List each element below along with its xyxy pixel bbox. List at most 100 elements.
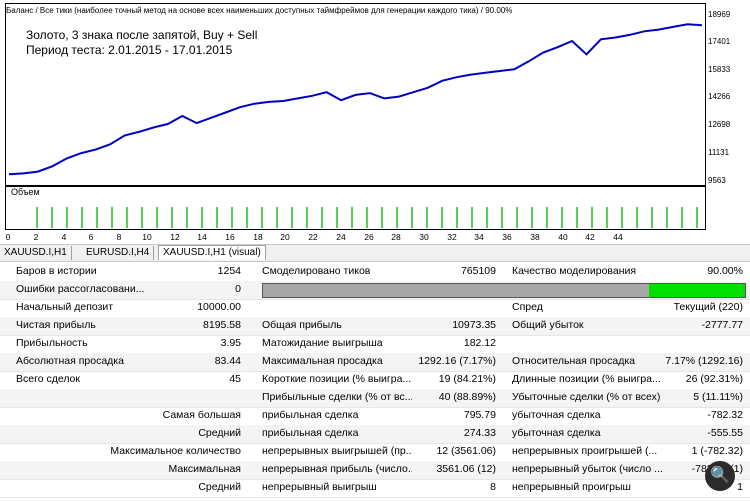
magnifier-icon[interactable]: 🔍 bbox=[705, 461, 735, 491]
x-tick: 32 bbox=[447, 232, 457, 242]
balance-plot bbox=[8, 23, 703, 176]
max-count-label: Максимальное количество bbox=[110, 445, 241, 457]
y-tick: 12698 bbox=[708, 120, 731, 129]
balance-chart: Баланс / Все тики (наиболее точный метод… bbox=[5, 3, 706, 186]
max-consec-wins-value: 12 (3561.06) bbox=[436, 445, 496, 457]
bars-label: Баров в истории bbox=[16, 265, 97, 277]
modelling-quality-bar bbox=[262, 283, 746, 298]
table-row: Всего сделок 45 Короткие позиции (% выиг… bbox=[0, 371, 750, 390]
x-tick: 38 bbox=[530, 232, 540, 242]
gross-profit-label: Общая прибыль bbox=[262, 319, 342, 331]
bars-value: 1254 bbox=[217, 265, 241, 277]
maximal-profit-label: непрерывная прибыль (число... bbox=[262, 463, 412, 475]
table-row: Чистая прибыль 8195.58 Общая прибыль 109… bbox=[0, 317, 750, 336]
y-tick: 18969 bbox=[708, 10, 731, 19]
x-tick: 18 bbox=[253, 232, 263, 242]
y-tick: 17401 bbox=[708, 37, 731, 46]
x-tick: 36 bbox=[502, 232, 512, 242]
table-row: Баров в истории 1254 Смоделировано тиков… bbox=[0, 263, 750, 282]
table-row: Максимальная непрерывная прибыль (число.… bbox=[0, 461, 750, 480]
largest-profit-label: прибыльная сделка bbox=[262, 409, 359, 421]
modelling-quality-fill bbox=[648, 284, 745, 297]
x-tick: 6 bbox=[88, 232, 94, 242]
chart-title: Золото, 3 знака после запятой, Buy + Sel… bbox=[26, 28, 258, 42]
avg-consec-label: Средний bbox=[198, 481, 241, 493]
largest-profit-value: 795.79 bbox=[463, 409, 496, 421]
profit-trades-label: Прибыльные сделки (% от вс... bbox=[262, 391, 412, 403]
average-label: Средний bbox=[198, 427, 241, 439]
loss-trades-label: Убыточные сделки (% от всех) bbox=[512, 391, 661, 403]
avg-consec-wins-label: непрерывный выигрыш bbox=[262, 481, 377, 493]
long-positions-label: Длинные позиции (% выигра... bbox=[512, 373, 661, 385]
quality-value: 90.00% bbox=[707, 265, 743, 277]
y-tick: 15833 bbox=[708, 65, 731, 74]
gross-loss-label: Общий убыток bbox=[512, 319, 584, 331]
profit-factor-label: Прибыльность bbox=[16, 337, 88, 349]
max-consec-losses-label: непрерывных проигрышей (... bbox=[512, 445, 658, 457]
symbol-tabs: XAUUSD.I,H1 EURUSD.I,H4 XAUUSD.I,H1 (vis… bbox=[0, 244, 750, 262]
volume-label: Объем bbox=[11, 187, 40, 197]
balance-line bbox=[8, 23, 703, 176]
ticks-value: 765109 bbox=[460, 265, 496, 277]
tab-xauusd-h1-visual[interactable]: XAUUSD.I,H1 (visual) bbox=[158, 245, 266, 260]
x-tick: 20 bbox=[280, 232, 290, 242]
tab-xauusd-h1[interactable]: XAUUSD.I,H1 bbox=[0, 246, 72, 260]
deposit-label: Начальный депозит bbox=[16, 301, 114, 313]
x-tick: 30 bbox=[419, 232, 429, 242]
expected-payoff-label: Матожидание выигрыша bbox=[262, 337, 383, 349]
gross-profit-value: 10973.35 bbox=[452, 319, 496, 331]
quality-label: Качество моделирования bbox=[512, 265, 637, 277]
average-loss-value: -555.55 bbox=[707, 427, 743, 439]
deposit-value: 10000.00 bbox=[197, 301, 241, 313]
abs-drawdown-label: Абсолютная просадка bbox=[16, 355, 124, 367]
ticks-label: Смоделировано тиков bbox=[262, 265, 371, 277]
gross-loss-value: -2777.77 bbox=[701, 319, 743, 331]
net-profit-value: 8195.58 bbox=[203, 319, 241, 331]
profit-factor-value: 3.95 bbox=[220, 337, 241, 349]
max-drawdown-value: 1292.16 (7.17%) bbox=[418, 355, 496, 367]
spread-value: Текущий (220) bbox=[673, 301, 743, 313]
x-tick: 14 bbox=[197, 232, 207, 242]
largest-loss-value: -782.32 bbox=[707, 409, 743, 421]
avg-consec-losses-value: 1 bbox=[737, 481, 743, 493]
tab-eurusd-h4[interactable]: EURUSD.I,H4 bbox=[82, 246, 155, 260]
largest-loss-label: убыточная сделка bbox=[512, 409, 601, 421]
x-tick: 40 bbox=[558, 232, 568, 242]
x-tick: 4 bbox=[61, 232, 67, 242]
total-trades-label: Всего сделок bbox=[16, 373, 80, 385]
max-consec-losses-value: 1 (-782.32) bbox=[691, 445, 743, 457]
table-row: Самая большая прибыльная сделка 795.79 у… bbox=[0, 407, 750, 426]
short-positions-value: 19 (84.21%) bbox=[438, 373, 496, 385]
table-row: Прибыльные сделки (% от вс... 40 (88.89%… bbox=[0, 389, 750, 408]
max-drawdown-label: Максимальная просадка bbox=[262, 355, 383, 367]
x-tick: 0 bbox=[5, 232, 11, 242]
rel-drawdown-label: Относительная просадка bbox=[512, 355, 635, 367]
table-row: Средний прибыльная сделка 274.33 убыточн… bbox=[0, 425, 750, 444]
volume-plot bbox=[36, 207, 698, 228]
rel-drawdown-value: 7.17% (1292.16) bbox=[665, 355, 743, 367]
y-tick: 14266 bbox=[708, 92, 731, 101]
x-tick: 28 bbox=[391, 232, 401, 242]
x-tick: 24 bbox=[336, 232, 346, 242]
long-positions-value: 26 (92.31%) bbox=[685, 373, 743, 385]
table-row: Максимальное количество непрерывных выиг… bbox=[0, 443, 750, 462]
x-tick: 16 bbox=[225, 232, 235, 242]
chart-period: Период теста: 2.01.2015 - 17.01.2015 bbox=[26, 43, 233, 57]
average-profit-label: прибыльная сделка bbox=[262, 427, 359, 439]
mismatch-value: 0 bbox=[235, 283, 241, 295]
x-tick: 10 bbox=[142, 232, 152, 242]
mismatch-label: Ошибки рассогласовани... bbox=[16, 283, 145, 295]
largest-label: Самая большая bbox=[162, 409, 241, 421]
avg-consec-losses-label: непрерывный проигрыш bbox=[512, 481, 631, 493]
x-tick: 22 bbox=[308, 232, 318, 242]
x-tick: 44 bbox=[613, 232, 623, 242]
expected-payoff-value: 182.12 bbox=[463, 337, 496, 349]
x-tick: 42 bbox=[585, 232, 595, 242]
table-row: Средний непрерывный выигрыш 8 непрерывны… bbox=[0, 479, 750, 498]
maximal-loss-label: непрерывный убыток (число ... bbox=[512, 463, 662, 475]
total-trades-value: 45 bbox=[229, 373, 241, 385]
volume-panel: Объем bbox=[5, 186, 706, 230]
average-profit-value: 274.33 bbox=[463, 427, 496, 439]
net-profit-label: Чистая прибыль bbox=[16, 319, 96, 331]
profit-trades-value: 40 (88.89%) bbox=[438, 391, 496, 403]
